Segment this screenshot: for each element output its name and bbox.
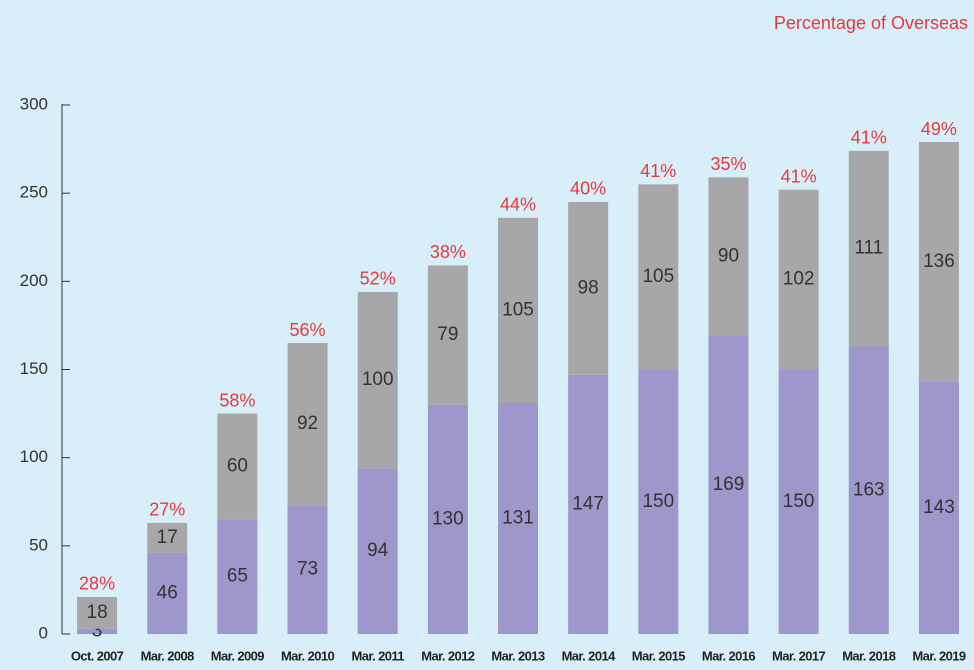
bar-segment [77,628,118,634]
y-tick-label: 150 [20,359,48,378]
percentage-label: 41% [781,166,817,186]
segment-label: 79 [437,324,458,345]
bar-segment [708,335,749,634]
x-tick-label: Mar. 2015 [632,648,686,663]
percentage-label: 41% [851,128,887,148]
segment-label: 18 [87,602,108,623]
y-tick-label: 200 [20,271,48,290]
segment-label: 73 [297,559,318,580]
segment-label: 46 [157,582,178,603]
segment-label: 111 [854,238,883,259]
segment-label: 105 [502,299,534,320]
segment-label: 150 [783,491,815,512]
x-tick-label: Mar. 2012 [421,648,475,663]
x-tick-label: Mar. 2008 [141,648,195,663]
segment-label: 131 [502,508,534,529]
legend-note: Percentage of Overseas [774,13,968,33]
percentage-label: 52% [360,269,396,289]
segment-label: 136 [923,251,955,272]
bar-segment [217,413,258,520]
bar-segment [77,596,118,629]
percentage-label: 49% [921,119,957,139]
y-tick-label: 100 [20,447,48,466]
bar-segment [147,552,188,634]
segment-label: 92 [297,413,318,434]
y-tick-label: 250 [20,183,48,202]
y-tick-label: 50 [29,535,48,554]
segment-label: 150 [642,491,674,512]
bar-segment [498,217,538,404]
bar-segment [147,522,188,553]
bar-segment [778,189,819,370]
x-tick-label: Mar. 2016 [702,648,756,663]
percentage-label: 28% [79,574,115,594]
bar-segment [357,468,398,634]
y-tick-label: 300 [20,94,48,113]
segment-label: 143 [923,497,955,518]
segment-label: 65 [227,566,248,587]
percentage-label: 56% [290,320,326,340]
bar-segment [357,291,398,469]
bar-segment [848,150,889,347]
bar-segment [638,369,679,634]
bar-segment [498,403,538,634]
segment-label: 94 [367,540,389,561]
x-tick-label: Mar. 2017 [772,648,826,663]
bar-segment [918,381,959,634]
percentage-label: 40% [570,179,606,199]
x-tick-label: Mar. 2014 [562,648,617,663]
segment-label: 3 [92,620,103,641]
y-tick-label: 0 [39,623,48,642]
segment-label: 147 [572,493,604,514]
x-tick-label: Mar. 2011 [351,648,404,663]
percentage-label: 58% [219,390,255,410]
segment-label: 98 [578,277,599,298]
bar-segment [918,142,959,382]
segment-label: 130 [432,508,464,529]
bar-segment [568,201,609,375]
segment-label: 60 [227,455,248,476]
bar-segment [427,265,468,405]
bar-segment [708,177,749,336]
bar-segment [638,184,679,370]
bar-segment [427,404,468,634]
bar-segment [217,519,258,634]
percentage-label: 35% [710,154,746,174]
segment-label: 105 [642,266,674,287]
x-tick-label: Mar. 2013 [491,648,545,663]
segment-label: 169 [713,474,745,495]
segment-label: 102 [783,269,815,290]
bar-segment [778,369,819,634]
bar-segment [287,505,328,634]
bar-segment [287,343,328,506]
segment-label: 17 [157,527,178,548]
segment-label: 100 [362,369,394,390]
percentage-label: 38% [430,242,466,262]
x-tick-label: Mar. 2009 [211,648,265,663]
bar-segment [568,374,609,634]
segment-label: 90 [718,246,739,267]
percentage-label: 27% [149,500,185,520]
x-tick-label: Mar. 2010 [281,648,335,663]
percentage-label: 44% [500,195,536,215]
x-tick-label: Oct. 2007 [71,648,124,663]
segment-label: 163 [853,479,885,500]
x-tick-label: Mar. 2018 [842,648,896,663]
x-tick-label: Mar. 2019 [912,648,966,663]
percentage-label: 41% [640,161,676,181]
bar-segment [848,346,889,634]
